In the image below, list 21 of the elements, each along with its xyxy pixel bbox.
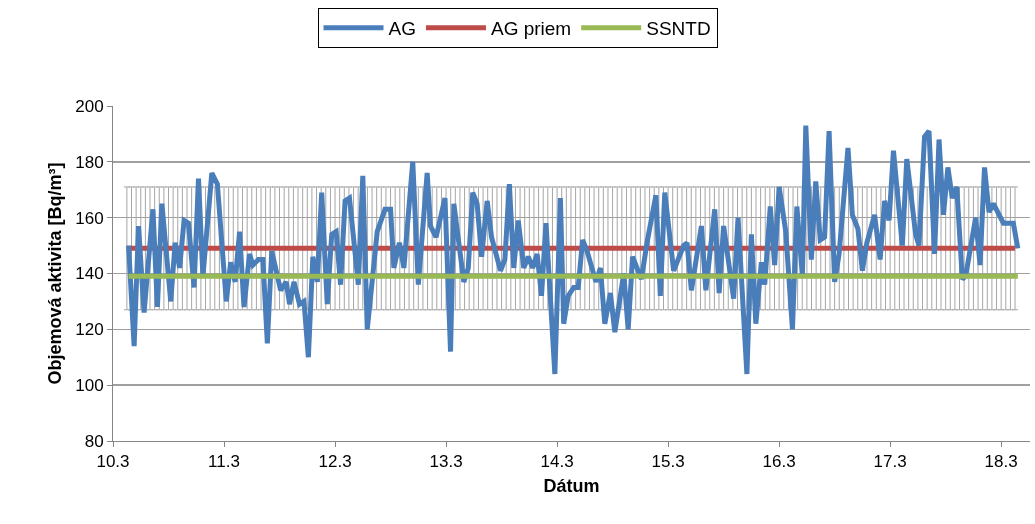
y-tick-label: 120 [75,320,104,340]
x-tick-label: 13.3 [429,452,463,472]
y-axis-title: Objemová aktivita [Bq/m³] [45,162,66,385]
x-tick-label: 12.3 [318,452,352,472]
x-tick-label: 17.3 [873,452,907,472]
x-tick-label: 16.3 [762,452,796,472]
y-tick-label: 160 [75,208,104,228]
y-tick-label: 80 [84,431,104,451]
y-tick-label: 200 [75,96,104,116]
y-tick-label: 100 [75,376,104,396]
x-tick-label: 15.3 [651,452,685,472]
x-tick-label: 14.3 [540,452,574,472]
legend-label: AG priem [490,18,572,40]
y-tick-label: 180 [75,152,104,172]
legend-label: AG [388,18,416,40]
x-tick-label: 10.3 [96,452,130,472]
x-tick-label: 18.3 [984,452,1018,472]
x-tick-label: 11.3 [208,452,240,472]
y-tick-label: 140 [75,264,104,284]
x-axis-title: Dátum [543,475,600,496]
legend-label: SSNTD [646,18,711,40]
